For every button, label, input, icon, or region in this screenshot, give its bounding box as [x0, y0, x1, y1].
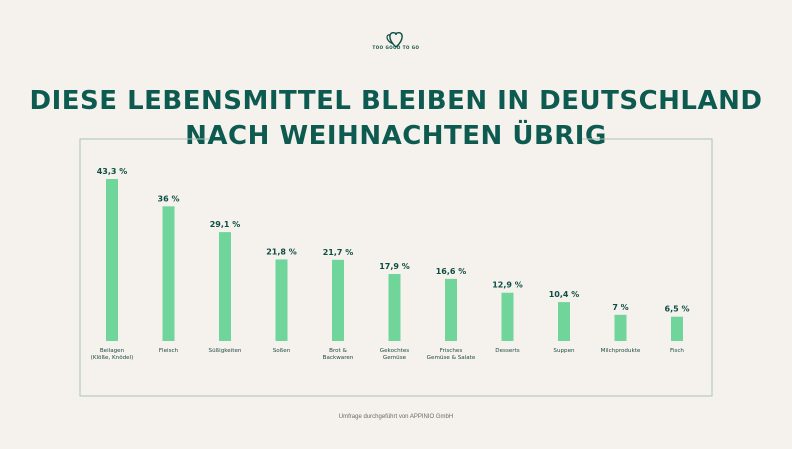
category-label-10: Fisch: [670, 348, 684, 354]
bar-2: [219, 232, 231, 341]
category-label-1: Fleisch: [159, 348, 179, 354]
bar-3: [275, 259, 288, 341]
bar-4: [332, 259, 344, 341]
data-label-10: 6,5 %: [665, 305, 690, 314]
data-label-6: 16,6 %: [436, 267, 467, 276]
category-label-2: Süßigkeiten: [209, 348, 242, 354]
data-label-1: 36 %: [158, 194, 180, 203]
category-label-6: Frisches Gemüse & Salate: [427, 348, 476, 361]
category-label-8: Suppen: [553, 348, 575, 354]
data-label-0: 43,3 %: [97, 167, 128, 176]
category-label-9: Milchprodukte: [601, 348, 641, 354]
data-label-9: 7 %: [612, 303, 628, 312]
category-label-7: Desserts: [495, 348, 520, 354]
footer-source: Umfrage durchgeführt von APPINIO GmbH: [338, 414, 454, 420]
chart-title-line2: NACH WEIHNACHTEN ÜBRIG: [185, 121, 607, 151]
bar-5: [388, 274, 401, 341]
data-label-5: 17,9 %: [379, 262, 410, 271]
data-label-4: 21,7 %: [323, 248, 354, 257]
chart-title-line1: DIESE LEBENSMITTEL BLEIBEN IN DEUTSCHLAN…: [29, 86, 763, 116]
bar-9: [614, 314, 627, 341]
data-label-3: 21,8 %: [266, 247, 297, 256]
category-label-3: Soßen: [273, 348, 291, 354]
category-label-0: Beilagen (Klöße, Knödel): [91, 348, 134, 361]
bar-0: [106, 179, 118, 341]
data-label-8: 10,4 %: [549, 290, 580, 299]
bar-6: [445, 278, 457, 341]
data-label-2: 29,1 %: [210, 220, 241, 229]
data-label-7: 12,9 %: [492, 281, 523, 290]
category-label-4: Brot & Backwaren: [323, 348, 354, 361]
category-label-5: Gekochtes Gemüse: [380, 348, 409, 361]
bar-10: [671, 316, 683, 341]
bar-8: [558, 302, 570, 341]
bar-7: [501, 292, 514, 341]
chart-frame: [79, 138, 713, 397]
brand-logo-icon: [386, 32, 403, 48]
brand-logo-text: TOO GOOD TO GO: [372, 45, 420, 50]
bar-1: [162, 206, 175, 341]
